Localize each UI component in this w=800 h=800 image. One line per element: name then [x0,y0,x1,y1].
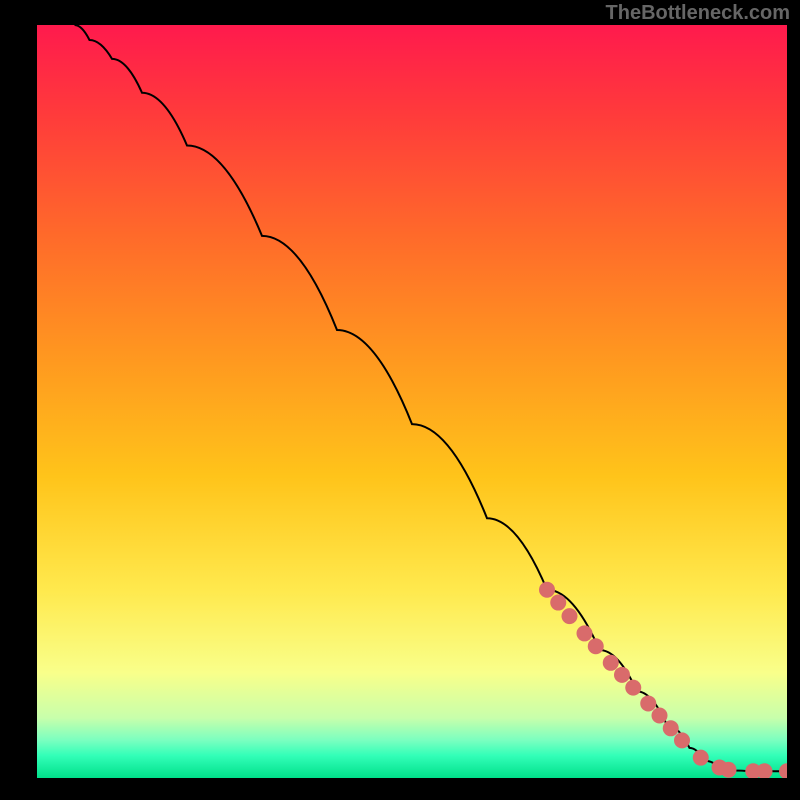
data-marker [550,595,566,611]
data-marker [674,732,690,748]
data-marker [757,763,773,778]
bottleneck-curve [75,25,788,771]
data-marker [640,695,656,711]
data-marker [625,680,641,696]
data-marker [663,720,679,736]
watermark-text: TheBottleneck.com [606,2,790,25]
data-marker [614,667,630,683]
data-marker [539,582,555,598]
chart-svg [37,25,787,778]
data-marker [712,759,728,775]
data-marker [652,708,668,724]
data-marker [562,608,578,624]
chart-plot-area [37,25,787,778]
data-marker [693,750,709,766]
data-marker [603,655,619,671]
data-marker [745,763,761,778]
data-marker [577,625,593,641]
data-marker [588,638,604,654]
data-marker [721,762,737,778]
data-marker [779,763,787,778]
